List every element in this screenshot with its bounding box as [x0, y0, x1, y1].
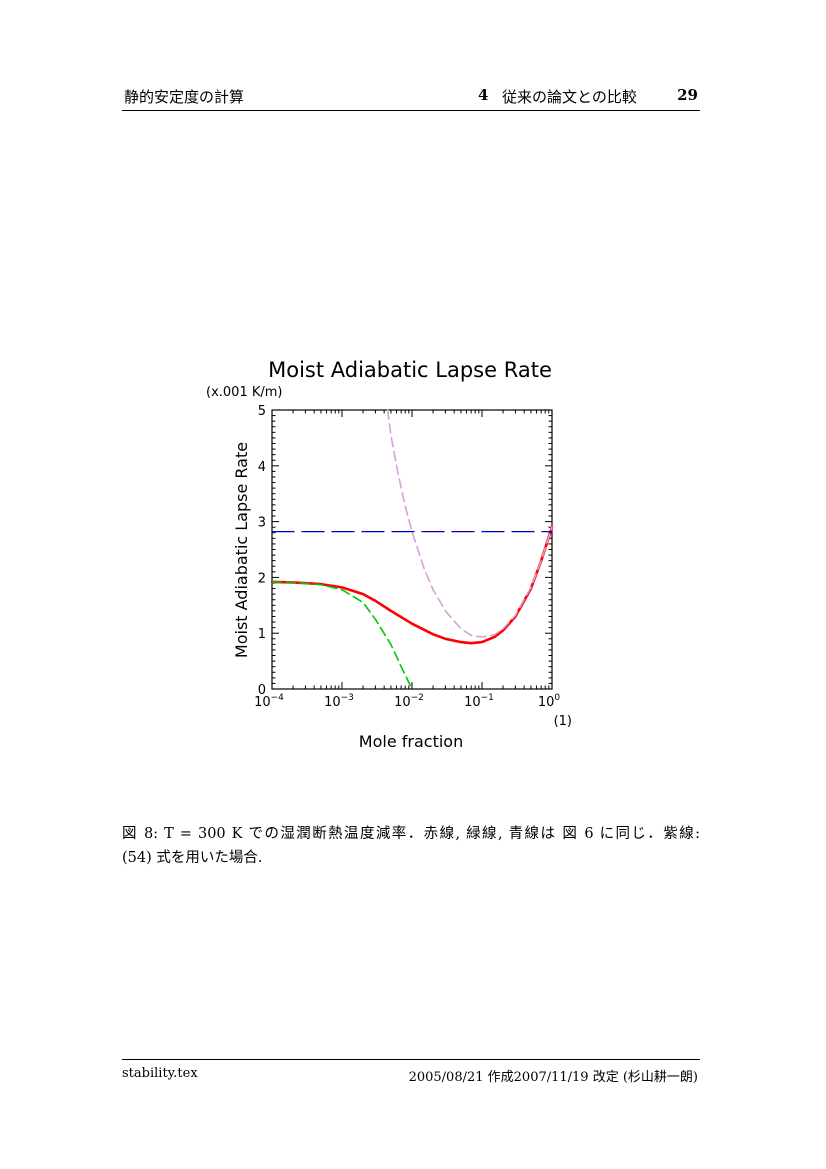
footer-filename: stability.tex: [122, 1066, 198, 1081]
caption-line-1: 図 8: T = 300 K での湿潤断熱温度減率．赤線, 緑線, 青線は 図 …: [122, 826, 700, 842]
page-number: 29: [677, 86, 698, 104]
y-tick-label: 1: [258, 627, 266, 642]
y-tick-label: 4: [258, 460, 266, 475]
page-footer: stability.tex 2005/08/21 作成2007/11/19 改定…: [122, 1059, 700, 1085]
running-title: 静的安定度の計算: [124, 88, 245, 106]
footer-revision: 2005/08/21 作成2007/11/19 改定 (杉山耕一朗): [408, 1070, 698, 1085]
x-tick-label: 10−1: [464, 693, 494, 710]
chart-title: Moist Adiabatic Lapse Rate: [268, 358, 552, 382]
figure-caption: 図 8: T = 300 K での湿潤断熱温度減率．赤線, 緑線, 青線は 図 …: [122, 822, 700, 870]
lapse-rate-chart: Moist Adiabatic Lapse Rate (x.001 K/m) M…: [206, 358, 572, 751]
chart-unit-label: (x.001 K/m): [206, 385, 282, 400]
series-group: [270, 409, 554, 690]
axis-ticks: 0 1 2 3 4 5 10−4 10−3 10−2 10−1 100: [254, 404, 560, 710]
x-tick-label: 10−2: [394, 693, 424, 710]
y-tick-label: 2: [258, 571, 266, 586]
series-line-1: [270, 525, 554, 645]
y-tick-label: 5: [258, 404, 266, 419]
caption-line-2: (54) 式を用いた場合.: [122, 850, 263, 866]
x-axis-label: Mole fraction: [359, 732, 463, 751]
y-tick-label: 3: [258, 516, 266, 531]
x-tick-label: 100: [538, 693, 561, 710]
y-axis-label: Moist Adiabatic Lapse Rate: [232, 442, 251, 658]
figure-8: Moist Adiabatic Lapse Rate (x.001 K/m) M…: [0, 340, 826, 770]
series-line-4: [386, 409, 553, 638]
series-line-2: [271, 581, 413, 690]
y-tick-label: 0: [258, 683, 266, 698]
plot-area: [271, 409, 553, 690]
section-title: 従来の論文との比較: [502, 88, 637, 106]
x-tick-label: 10−3: [324, 693, 354, 710]
x-unit-label: (1): [554, 714, 572, 729]
x-tick-label: 10−4: [254, 693, 284, 710]
section-number: 4: [478, 86, 489, 104]
page-header: 静的安定度の計算 4 従来の論文との比較 29: [122, 86, 700, 111]
